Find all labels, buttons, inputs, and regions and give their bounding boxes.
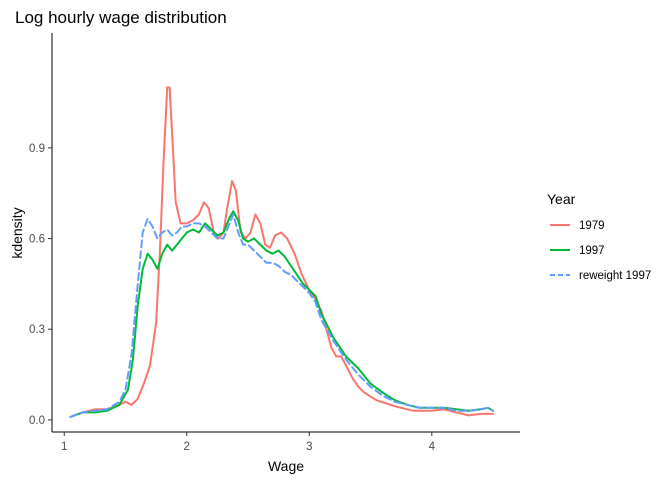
chart-title: Log hourly wage distribution xyxy=(15,8,227,27)
x-tick-label: 4 xyxy=(429,441,436,453)
legend-label: 1979 xyxy=(579,220,605,232)
y-tick-label: 0.9 xyxy=(29,143,45,155)
legend-items: 1979 1997 reweight 1997 xyxy=(550,220,651,282)
series-lines xyxy=(69,86,494,418)
y-axis-ticks: 0.0 0.3 0.6 0.9 xyxy=(29,143,52,427)
y-axis-title: kdensity xyxy=(9,207,25,258)
y-tick-label: 0.3 xyxy=(29,324,45,336)
legend-label: reweight 1997 xyxy=(579,270,651,282)
x-tick-label: 1 xyxy=(61,441,67,453)
y-tick-label: 0.6 xyxy=(29,234,45,246)
legend-label: 1997 xyxy=(579,245,605,257)
x-axis-ticks: 1 2 3 4 xyxy=(61,432,436,453)
series-line-1979 xyxy=(69,86,494,418)
legend: Year 1979 1997 reweight 1997 xyxy=(547,191,651,282)
x-tick-label: 3 xyxy=(306,441,312,453)
y-tick-label: 0.0 xyxy=(29,415,45,427)
x-axis-title: Wage xyxy=(268,458,304,474)
series-line-reweight-1997 xyxy=(69,213,494,418)
legend-title: Year xyxy=(547,191,576,207)
series-line-1997 xyxy=(69,210,494,418)
x-tick-label: 2 xyxy=(184,441,190,453)
plot-area: 0.0 0.3 0.6 0.9 1 2 3 4 xyxy=(29,33,520,453)
